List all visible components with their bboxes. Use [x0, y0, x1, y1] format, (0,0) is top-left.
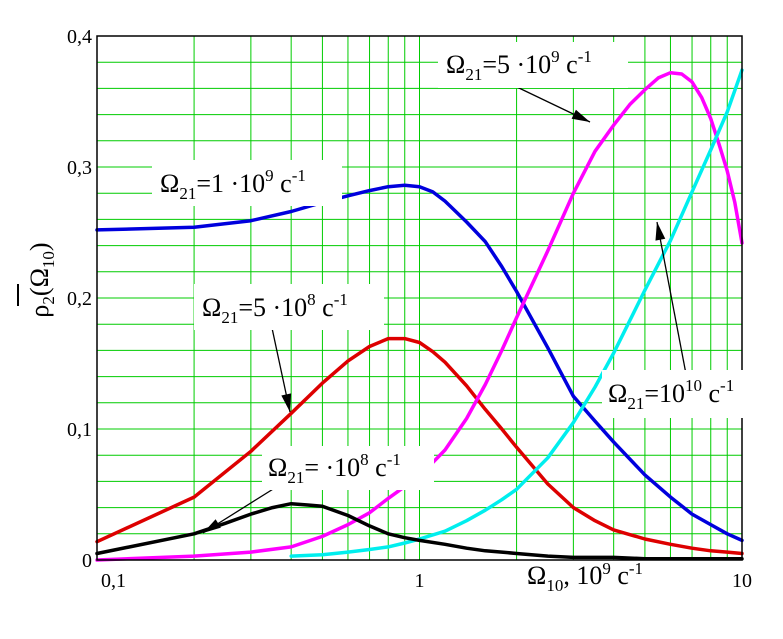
svg-text:Ω21=1010 c-1: Ω21=1010 c-1 — [608, 376, 734, 413]
x-label-unit: c — [611, 561, 629, 590]
arrow-5e8-head — [281, 393, 292, 412]
svg-text:Ω21=5 ·109 c-1: Ω21=5 ·109 c-1 — [446, 47, 592, 84]
y-tick-label: 0,1 — [67, 419, 92, 441]
y-label-open: (Ω — [25, 268, 54, 296]
arrow-1e8-head — [203, 519, 221, 533]
arrow-1e10-head — [655, 222, 666, 241]
x-label-rest: , 10 — [563, 561, 602, 590]
x-label-sub: 10 — [546, 576, 563, 595]
arrow-5e9-head — [571, 109, 590, 122]
y-tick-label: 0,2 — [67, 288, 92, 310]
annotation-1e10: Ω21=1010 c-1 — [602, 370, 778, 418]
series-line-2 — [95, 70, 744, 562]
y-label-close: ) — [25, 242, 54, 251]
y-tick-label: 0,3 — [67, 157, 92, 179]
svg-text:ρ2(Ω10): ρ2(Ω10) — [25, 242, 58, 317]
svg-text:Ω21= ·108 c-1: Ω21= ·108 c-1 — [268, 450, 401, 487]
x-axis-label: Ω10, 109 c-1 — [527, 559, 643, 595]
annotation-1e9: Ω21=1 ·109 c-1 — [152, 160, 342, 206]
arrow-1e10-line — [656, 221, 687, 375]
tick-labels: 0,1 1 10 0 0,1 0,2 0,3 0,4 — [67, 26, 752, 592]
y-axis-label: ρ2(Ω10) — [17, 242, 58, 318]
x-tick-label: 1 — [415, 570, 425, 592]
y-label-sub2: 10 — [39, 251, 58, 268]
x-label-main: Ω — [527, 561, 546, 590]
y-label-sub: 2 — [39, 296, 58, 305]
x-label-unit-sup: -1 — [629, 559, 643, 578]
svg-text:Ω21=1 ·109 c-1: Ω21=1 ·109 c-1 — [160, 166, 306, 203]
annotation-1e8: Ω21= ·108 c-1 — [262, 446, 434, 490]
series-line-4 — [95, 501, 744, 561]
series-line-1 — [95, 336, 744, 556]
annotation-5e8: Ω21=5 ·108 c-1 — [194, 284, 384, 330]
x-label-sup: 9 — [602, 559, 611, 578]
svg-text:Ω21=5 ·108 c-1: Ω21=5 ·108 c-1 — [202, 290, 348, 327]
plot-frame — [96, 35, 743, 561]
y-tick-label: 0,4 — [67, 26, 92, 48]
y-label-main: ρ — [25, 305, 54, 318]
x-tick-label: 0,1 — [101, 570, 126, 592]
annotation-5e9: Ω21=5 ·109 c-1 — [438, 42, 628, 88]
plot-border — [96, 35, 743, 561]
x-tick-label: 10 — [732, 570, 752, 592]
y-tick-label: 0 — [82, 550, 92, 572]
series-line-3 — [289, 68, 744, 558]
